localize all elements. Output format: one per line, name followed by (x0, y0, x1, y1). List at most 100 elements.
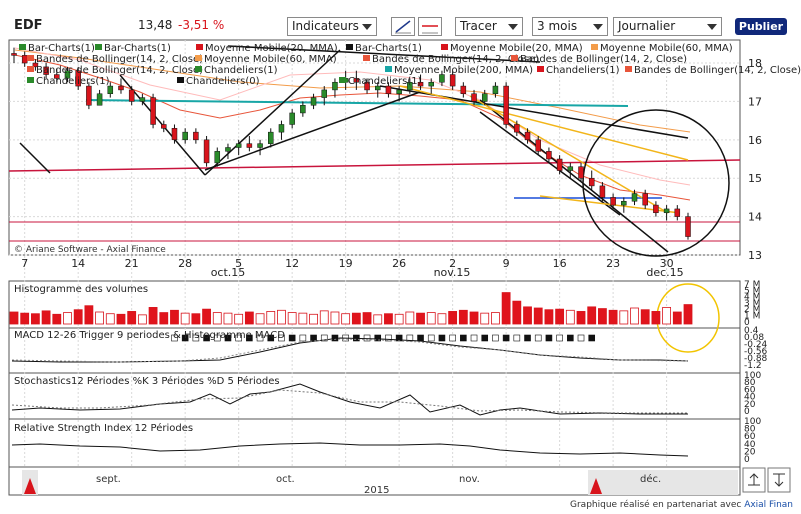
candle-body (663, 208, 670, 214)
navigator-left-handle[interactable] (24, 478, 36, 494)
volume-bar (576, 311, 586, 325)
volume-bar (116, 313, 126, 325)
navigator-month-2: oct. (276, 474, 295, 485)
x-tick-label: 12 (285, 257, 299, 270)
volume-bar (309, 313, 318, 325)
legend-swatch (195, 66, 202, 72)
volume-bar (384, 313, 393, 325)
candle-body (96, 93, 103, 106)
trendline-8 (227, 45, 541, 63)
volume-bar (180, 312, 190, 325)
candle-body (64, 70, 71, 79)
candle-body (150, 97, 156, 125)
chevron-down-icon (707, 24, 717, 30)
candle-body (588, 177, 595, 187)
volume-bar (672, 311, 682, 325)
chevron-down-icon (593, 24, 603, 30)
macd-trigger-line (11, 338, 689, 363)
trendline-tool-button[interactable] (391, 17, 415, 36)
macd-histogram-bar (203, 334, 210, 342)
publish-button[interactable]: Publier (735, 18, 787, 35)
macd-histogram-bar (374, 334, 382, 342)
highlight-circle-price (582, 109, 730, 257)
volume-bar (523, 306, 532, 325)
legend-entry: Bandes de Bollinger(14, 2, Close) (520, 54, 687, 65)
volume-bar (533, 307, 543, 325)
candle-body (653, 204, 659, 214)
legend-entry: Bandes de Bollinger(14, 2, Close) (372, 54, 539, 65)
navigator: sept. oct. nov. déc. 2015 (22, 470, 738, 496)
volume-bar (223, 312, 233, 325)
navigator-year: 2015 (364, 485, 389, 496)
candle-body (535, 139, 541, 152)
volume-bar (277, 309, 286, 325)
x-tick-label: 5 (235, 257, 242, 270)
macd-histogram-bar (513, 334, 521, 342)
macd-histogram-bar (288, 334, 296, 342)
volume-bar (255, 313, 265, 325)
bollinger-upper (14, 47, 691, 186)
navigator-month-3: nov. (459, 474, 480, 485)
volume-bar (362, 312, 372, 325)
x-tick-label: 16 (553, 257, 567, 270)
volume-bar (587, 306, 597, 325)
candle-body (182, 131, 188, 141)
rsi-title: Relative Strength Index 12 Périodes (14, 422, 193, 434)
price-tick-label: 13 (748, 249, 762, 262)
volume-bar (244, 311, 254, 325)
candle-body (75, 70, 81, 87)
panel-frames (8, 39, 741, 496)
indicator-tick-label: 80 (744, 425, 756, 435)
candle-body (235, 143, 242, 148)
legend-entry: Bar-Charts(1) (104, 43, 171, 54)
volume-bar (330, 311, 340, 325)
candle-body (599, 185, 606, 198)
candle-body (567, 166, 574, 171)
candle-body (278, 124, 285, 133)
indicator-tick-label: 100 (744, 371, 761, 381)
period-dropdown[interactable]: 3 mois (532, 17, 608, 36)
macd-histogram-bar (181, 334, 189, 342)
trendline-4 (204, 91, 421, 171)
draw-dropdown[interactable]: Tracer (455, 17, 523, 36)
indicator-tick-label: 20 (744, 447, 756, 457)
candle-body (310, 97, 317, 106)
volume-bar (394, 313, 404, 325)
month-label: nov.15 (434, 266, 471, 279)
candles (11, 47, 691, 240)
macd-histogram-bar (577, 334, 585, 342)
legend-entry: Bandes de Bollinger(14, 2, Close) (634, 65, 801, 76)
volume-bar (448, 311, 458, 325)
volume-bar (202, 308, 211, 325)
volume-tick-label: 4 M (744, 293, 760, 303)
interval-dropdown[interactable]: Journalier (613, 17, 722, 36)
volume-bar (234, 313, 244, 325)
chevron-down-icon (508, 24, 518, 30)
volume-bar (469, 311, 479, 325)
x-tick-label: 7 (21, 257, 28, 270)
volume-bar (191, 313, 201, 325)
volume-bar (319, 310, 329, 325)
candle-body (642, 193, 648, 206)
legend-entry: Bar-Charts(1) (355, 43, 422, 54)
candle-body (161, 124, 167, 129)
chevron-down-icon (362, 24, 372, 30)
trendline-9 (399, 85, 689, 161)
volume-bar (73, 309, 83, 325)
navigator-right-handle[interactable] (590, 478, 602, 494)
candle-body (578, 166, 584, 179)
indicator-tick-label: 80 (744, 378, 756, 388)
stochastic-d-line (11, 389, 688, 414)
horizontal-line-tool-button[interactable] (418, 17, 442, 36)
footer-link[interactable]: Axial Finan (744, 500, 793, 510)
volume-bar (41, 310, 51, 325)
x-tick-label: 26 (392, 257, 406, 270)
legend-entry: Moyenne Mobile(200, MMA) (394, 65, 533, 76)
candle-body (257, 143, 263, 148)
candle-body (43, 66, 49, 75)
macd-histogram-bar (470, 334, 478, 342)
indicators-dropdown[interactable]: Indicateurs (287, 17, 377, 36)
legend-entry: Chandeliers(1) (348, 76, 422, 87)
volume-tick-label: 3 M (744, 299, 760, 309)
